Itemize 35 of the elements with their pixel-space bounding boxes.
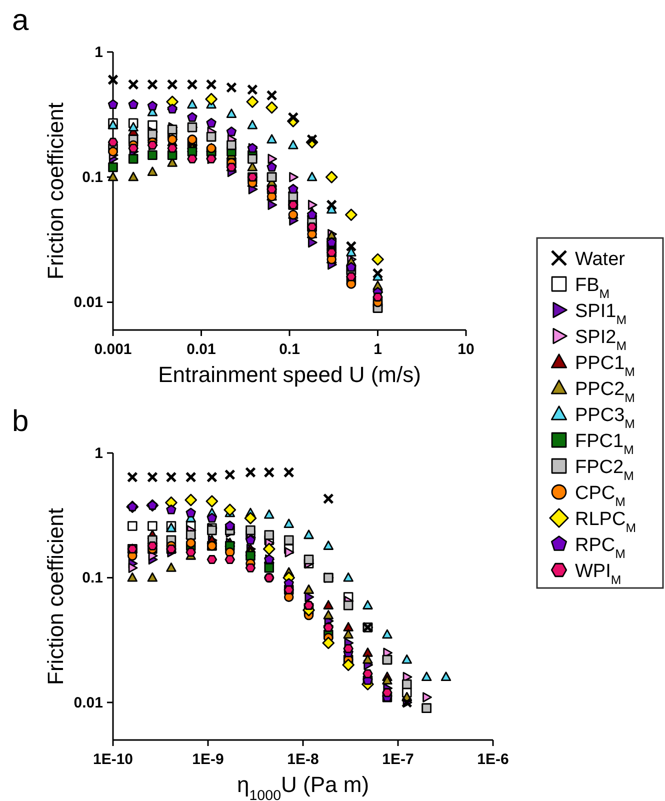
y-tick-label: 1 xyxy=(94,445,103,462)
x-tick-label: 1E-10 xyxy=(92,751,134,768)
legend-label: WPI$_{M}$ xyxy=(575,561,622,587)
legend-label: RPC$_{M}$ xyxy=(575,535,626,561)
legend-label: FB$_{M}$ xyxy=(575,275,610,301)
x-tick-label: 0.01 xyxy=(186,341,216,358)
x-tick-label: 0.1 xyxy=(279,341,300,358)
y-tick-label: 0.1 xyxy=(82,169,103,186)
legend-label: PPC3$_{M}$ xyxy=(575,405,635,431)
x-tick-label: 1 xyxy=(374,341,382,358)
x-tick-label: 1E-7 xyxy=(382,751,414,768)
y-tick-label: 1 xyxy=(94,44,103,61)
y-axis-title: Friction coefficient xyxy=(43,508,68,685)
chart-title: b xyxy=(12,405,29,438)
legend-label: FPC2$_{M}$ xyxy=(575,457,634,483)
x-tick-label: 0.001 xyxy=(94,341,132,358)
legend-label: RLPC$_{M}$ xyxy=(575,509,636,535)
y-axis-title: Friction coefficient xyxy=(43,102,68,280)
legend-label: SPI2$_{M}$ xyxy=(575,327,626,353)
x-tick-label: 1E-6 xyxy=(477,751,509,768)
chart-title: a xyxy=(12,4,29,37)
x-tick-label: 1E-8 xyxy=(287,751,319,768)
legend-label: SPI1$_{M}$ xyxy=(575,301,626,327)
legend-label: FPC1$_{M}$ xyxy=(575,431,634,457)
legend-label: Water xyxy=(575,249,626,270)
y-tick-label: 0.01 xyxy=(74,294,103,312)
x-tick-label: 1E-9 xyxy=(192,751,224,768)
legend-label: PPC2$_{M}$ xyxy=(575,379,635,405)
x-axis-title: η$_{1000}$U (Pa m) xyxy=(236,772,370,801)
x-axis-title: Entrainment speed U (m/s) xyxy=(158,362,421,387)
legend-label: CPC$_{M}$ xyxy=(575,483,626,509)
y-tick-label: 0.1 xyxy=(82,570,103,587)
y-tick-label: 0.01 xyxy=(74,694,103,712)
legend-label: PPC1$_{M}$ xyxy=(575,353,635,379)
x-tick-label: 10 xyxy=(458,341,474,358)
